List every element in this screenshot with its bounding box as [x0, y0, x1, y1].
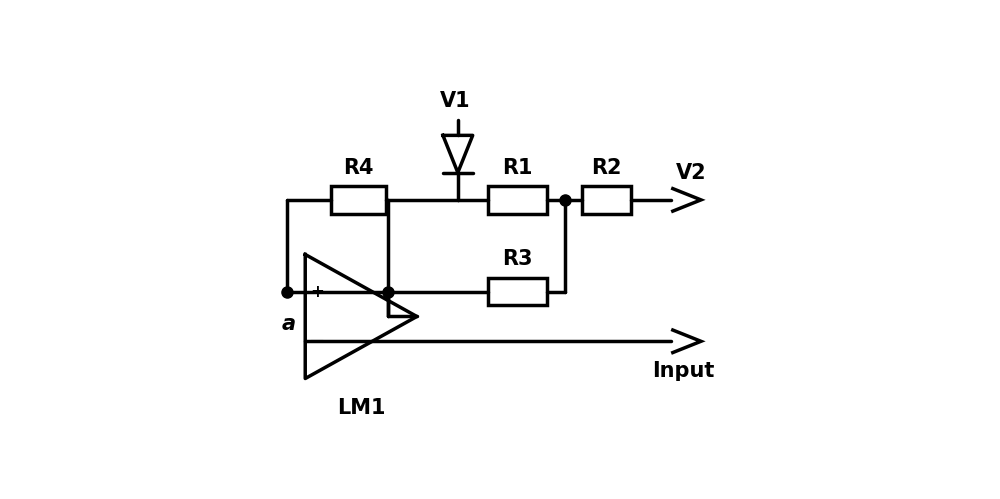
Text: −: − — [309, 332, 326, 351]
Bar — [582, 186, 631, 214]
Text: a: a — [282, 314, 296, 334]
Text: LM1: LM1 — [337, 398, 385, 418]
Polygon shape — [671, 188, 701, 212]
Text: Input: Input — [652, 361, 715, 381]
Bar — [331, 186, 386, 214]
Text: +: + — [311, 282, 325, 301]
Text: V1: V1 — [440, 91, 471, 111]
Bar — [488, 186, 547, 214]
Text: V2: V2 — [676, 163, 706, 183]
Text: R4: R4 — [343, 158, 374, 178]
Polygon shape — [671, 329, 701, 353]
Text: R1: R1 — [502, 158, 533, 178]
Text: R2: R2 — [591, 158, 622, 178]
Bar — [488, 278, 547, 305]
Text: R3: R3 — [502, 250, 533, 269]
